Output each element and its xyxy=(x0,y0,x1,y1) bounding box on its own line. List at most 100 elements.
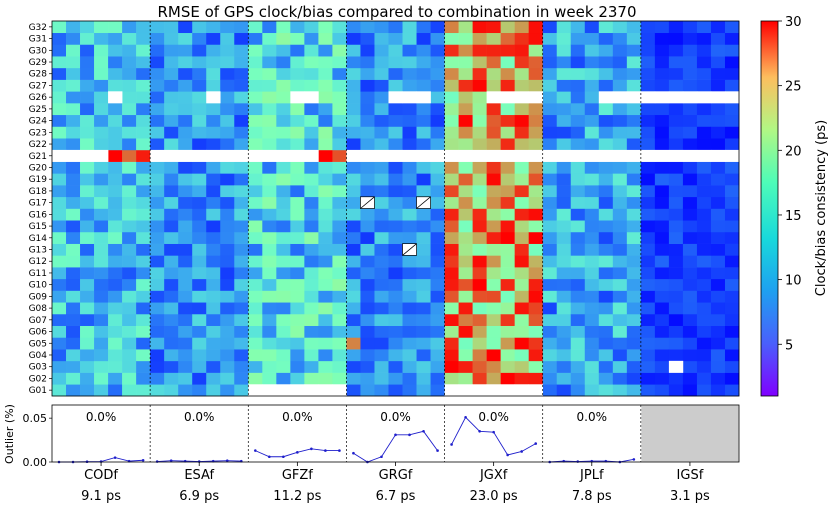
heatmap-cell xyxy=(332,91,347,104)
heatmap-cell xyxy=(360,56,375,69)
heatmap-cell xyxy=(360,79,375,92)
heatmap-cell xyxy=(332,67,347,80)
heatmap-cell xyxy=(304,114,319,127)
heatmap-cell xyxy=(206,114,221,127)
heatmap-cell xyxy=(626,220,642,233)
heatmap-cell xyxy=(52,290,67,303)
heatmap-cell xyxy=(108,138,123,151)
heatmap-cell xyxy=(556,114,572,127)
heatmap-cell xyxy=(388,255,403,268)
heatmap-cell xyxy=(388,349,403,362)
heatmap-cell xyxy=(416,126,431,139)
heatmap-cell xyxy=(318,220,333,233)
heatmap-cell xyxy=(416,208,431,221)
heatmap-cell xyxy=(150,267,165,280)
heatmap-cell xyxy=(472,290,487,303)
heatmap-cell xyxy=(136,21,151,34)
heatmap-cell xyxy=(514,67,529,80)
heatmap-cell xyxy=(276,79,291,92)
heatmap-cell xyxy=(304,196,319,209)
heatmap-cell xyxy=(52,67,67,80)
heatmap-cell xyxy=(514,337,529,350)
heatmap-cell xyxy=(430,32,445,45)
heatmap-cell xyxy=(430,384,445,397)
missing-cell xyxy=(290,384,305,397)
heatmap-cell xyxy=(122,149,137,162)
outlier-point xyxy=(268,455,271,459)
satellite-label: G13 xyxy=(29,246,47,256)
heatmap-cell xyxy=(374,56,389,69)
heatmap-cell xyxy=(640,220,656,233)
heatmap-cell xyxy=(192,185,207,198)
heatmap-cell xyxy=(696,243,712,256)
heatmap-cell xyxy=(276,255,291,268)
heatmap-cell xyxy=(682,372,698,385)
heatmap-cell xyxy=(430,67,445,80)
heatmap-cell xyxy=(150,196,165,209)
heatmap-cell xyxy=(360,185,375,198)
heatmap-cell xyxy=(122,384,137,397)
heatmap-cell xyxy=(584,290,600,303)
heatmap-cell xyxy=(374,278,389,291)
heatmap-cell xyxy=(710,313,726,326)
heatmap-cell xyxy=(206,185,221,198)
heatmap-cell xyxy=(234,337,249,350)
heatmap-cell xyxy=(626,208,642,221)
heatmap-cell xyxy=(500,302,515,315)
heatmap-cell xyxy=(528,349,544,362)
heatmap-cell xyxy=(710,220,726,233)
heatmap-cell xyxy=(360,91,375,104)
center-dividers xyxy=(149,21,642,462)
heatmap-cell xyxy=(668,372,684,385)
missing-cell xyxy=(528,91,544,104)
heatmap-cell xyxy=(654,220,670,233)
heatmap-cell xyxy=(192,126,207,139)
heatmap-cell xyxy=(150,91,165,104)
heatmap-cell xyxy=(52,337,67,350)
heatmap-cell xyxy=(430,267,445,280)
heatmap-cell xyxy=(556,32,572,45)
heatmap-cell xyxy=(416,384,431,397)
missing-cell xyxy=(626,149,642,162)
outlier-point xyxy=(282,455,285,459)
heatmap-cell xyxy=(150,44,165,57)
heatmap-cell xyxy=(290,278,305,291)
heatmap-cell xyxy=(710,138,726,151)
heatmap-cell xyxy=(402,278,417,291)
heatmap-cell xyxy=(374,79,389,92)
heatmap-cell xyxy=(710,337,726,350)
heatmap-cell xyxy=(304,372,319,385)
heatmap-cell xyxy=(458,243,473,256)
center-mean-rmse: 6.7 ps xyxy=(376,489,416,504)
heatmap-cell xyxy=(542,138,558,151)
heatmap-cell xyxy=(262,372,277,385)
heatmap-cell xyxy=(94,21,109,34)
heatmap-cell xyxy=(710,56,726,69)
heatmap-cell xyxy=(136,185,151,198)
missing-cells xyxy=(52,91,740,397)
heatmap-cell xyxy=(416,44,431,57)
heatmap-cell xyxy=(682,67,698,80)
heatmap-cell xyxy=(528,185,544,198)
heatmap-cell xyxy=(80,103,95,116)
heatmap-cell xyxy=(346,220,361,233)
heatmap-cell xyxy=(612,267,628,280)
heatmap-cell xyxy=(150,161,165,174)
heatmap-cell xyxy=(206,325,221,338)
heatmap-cell xyxy=(668,173,684,186)
heatmap-cell xyxy=(346,138,361,151)
heatmap-cell xyxy=(332,173,347,186)
heatmap-cell xyxy=(542,278,558,291)
heatmap-cell xyxy=(724,173,740,186)
heatmap-cell xyxy=(52,372,67,385)
heatmap-cell xyxy=(584,337,600,350)
heatmap-cell xyxy=(192,267,207,280)
heatmap-cell xyxy=(654,173,670,186)
heatmap-cell xyxy=(80,349,95,362)
heatmap-cell xyxy=(500,231,515,244)
heatmap-cell xyxy=(458,267,473,280)
heatmap-cell xyxy=(556,21,572,34)
heatmap-cell xyxy=(52,79,67,92)
heatmap-cell xyxy=(570,325,586,338)
heatmap-cell xyxy=(654,372,670,385)
